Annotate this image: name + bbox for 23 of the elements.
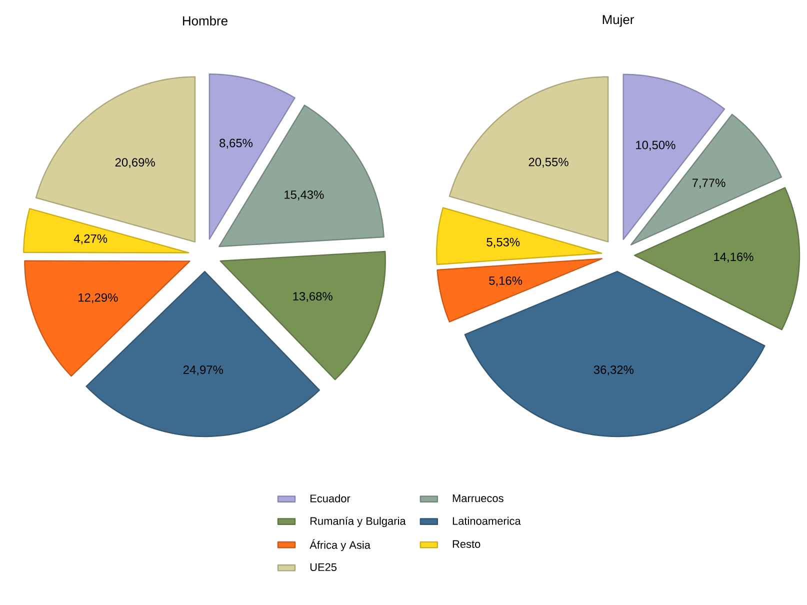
legend-label: Latinoamerica bbox=[452, 516, 521, 525]
data-label: 8,65% bbox=[220, 138, 253, 149]
data-label: 14,16% bbox=[714, 252, 754, 262]
data-label: 7,77% bbox=[692, 178, 726, 188]
data-label: 20,69% bbox=[115, 158, 155, 168]
data-label: 20,55% bbox=[528, 158, 568, 168]
data-label: 36,32% bbox=[594, 365, 634, 376]
data-label: 10,50% bbox=[636, 140, 676, 151]
data-label: 5,16% bbox=[489, 276, 522, 286]
chart-title: Hombre bbox=[183, 16, 228, 26]
data-label: 4,27% bbox=[74, 234, 108, 244]
data-label: 24,97% bbox=[183, 366, 223, 376]
chart-title: Mujer bbox=[602, 14, 634, 27]
legend-label: Ecuador bbox=[310, 494, 350, 502]
legend-label: Rumanía y Bulgaria bbox=[310, 516, 406, 528]
data-label: 15,43% bbox=[284, 190, 324, 200]
data-label: 12,29% bbox=[78, 293, 118, 304]
data-label: 5,53% bbox=[486, 238, 520, 248]
legend-label: Resto bbox=[452, 540, 480, 548]
legend-label: Marruecos bbox=[452, 494, 504, 502]
legend-label: UE25 bbox=[310, 563, 337, 572]
data-label: 13,68% bbox=[293, 292, 332, 302]
legend-label: África y Asia bbox=[310, 539, 370, 552]
